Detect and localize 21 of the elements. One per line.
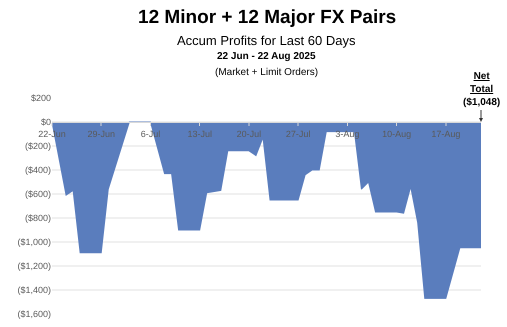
annotation: Net Total ($1,048)	[463, 71, 500, 108]
x-tick-label: 13-Jul	[187, 128, 212, 139]
y-tick-label: ($1,400)	[17, 285, 51, 296]
y-tick-label: ($1,200)	[17, 261, 51, 272]
y-tick-label: ($600)	[24, 189, 52, 200]
x-tick-label: 17-Aug	[431, 128, 460, 139]
text: 22 Jun - 22 Aug 2025	[217, 51, 316, 62]
y-tick-label: ($1,000)	[17, 237, 51, 248]
y-tick-label: ($800)	[24, 213, 52, 224]
chart-title: 12 Minor + 12 Major FX Pairs	[138, 7, 396, 28]
x-tick-label: 29-Jun	[87, 128, 115, 139]
y-tick-label: ($400)	[24, 165, 52, 176]
x-tick-label: 20-Jul	[236, 128, 262, 139]
x-tick-label: 10-Aug	[382, 128, 412, 139]
y-tick-label: ($1,600)	[17, 309, 51, 320]
y-tick-label: $200	[30, 93, 51, 104]
text: (Market + Limit Orders)	[215, 67, 318, 78]
x-tick-label: 27-Jul	[286, 128, 310, 139]
chart-subtitle: Accum Profits for Last 60 Days	[177, 33, 356, 48]
y-tick-label: ($200)	[24, 141, 52, 152]
y-tick-label: $0	[40, 117, 51, 128]
